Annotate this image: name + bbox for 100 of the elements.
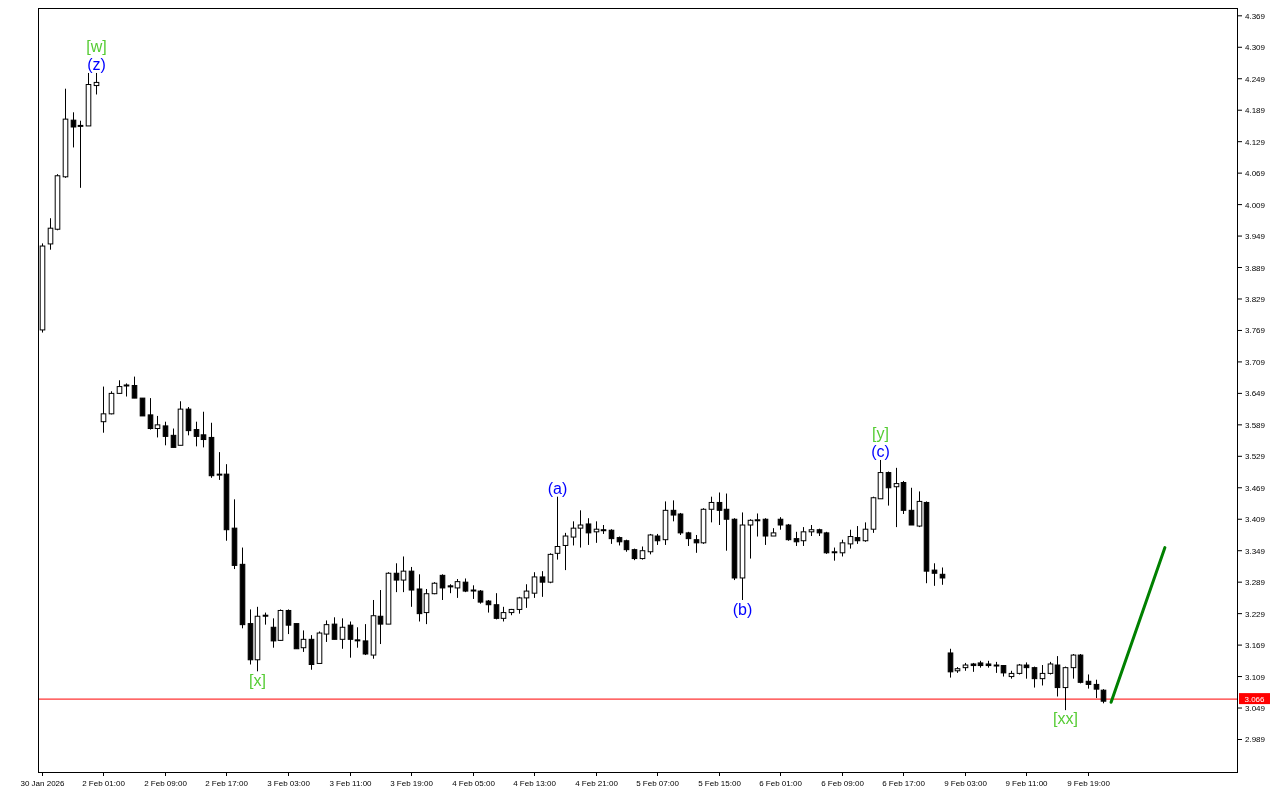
candlestick	[93, 72, 100, 95]
y-tick-label: 2.989	[1244, 735, 1266, 745]
y-tick-label: 4.249	[1244, 74, 1266, 84]
y-tick-label: 3.349	[1244, 546, 1266, 556]
x-tick-label: 5 Feb 15:00	[698, 779, 742, 788]
y-tick-label: 3.529	[1244, 452, 1266, 462]
candlestick	[339, 617, 346, 650]
candlestick	[154, 415, 161, 438]
candlestick	[585, 517, 592, 546]
candlestick	[47, 217, 54, 251]
candlestick	[947, 648, 954, 679]
candlestick	[931, 562, 938, 587]
ref-line-label: 3.066	[1244, 695, 1266, 705]
y-tick-label: 3.229	[1244, 609, 1266, 619]
candlestick	[393, 562, 400, 593]
candlestick	[162, 421, 169, 446]
candlestick	[454, 578, 461, 599]
candlestick	[354, 626, 361, 649]
candlestick	[754, 512, 761, 538]
x-tick-label: 3 Feb 03:00	[267, 779, 311, 788]
candlestick	[908, 487, 915, 526]
x-tick-label: 6 Feb 09:00	[821, 779, 865, 788]
annotation: [y]	[872, 424, 889, 442]
candlestick	[77, 120, 84, 189]
candlestick	[570, 520, 577, 546]
candlestick	[185, 406, 192, 436]
x-tick-label: 4 Feb 13:00	[513, 779, 557, 788]
candlestick	[216, 451, 223, 481]
annotation: [xx]	[1053, 710, 1078, 728]
candlestick	[70, 111, 77, 148]
candlestick	[1070, 653, 1077, 680]
candlestick	[539, 570, 546, 598]
candlestick	[285, 608, 292, 635]
x-tick-label: 2 Feb 09:00	[144, 779, 188, 788]
y-tick-label: 3.649	[1244, 389, 1266, 399]
y-tick-label: 3.169	[1244, 641, 1266, 651]
y-tick-label: 3.589	[1244, 420, 1266, 430]
y-tick-label: 3.709	[1244, 357, 1266, 367]
candlestick	[1054, 655, 1061, 697]
candlestick	[670, 499, 677, 522]
annotation: (b)	[732, 601, 753, 618]
y-tick-label: 3.949	[1244, 232, 1266, 242]
candlestick	[554, 496, 561, 561]
x-tick-label: 4 Feb 21:00	[575, 779, 619, 788]
y-tick-label: 4.309	[1244, 43, 1266, 53]
candlestick	[270, 617, 277, 649]
y-tick-label: 4.189	[1244, 106, 1266, 116]
annotation: (a)	[547, 479, 568, 497]
candlestick	[708, 496, 715, 523]
x-tick-label: 2 Feb 17:00	[205, 779, 249, 788]
candlestick	[523, 583, 530, 609]
candlestick	[762, 517, 769, 546]
candlestick	[147, 397, 154, 431]
candlestick	[362, 623, 369, 656]
candlestick	[377, 589, 384, 645]
x-tick-label: 9 Feb 03:00	[944, 779, 988, 788]
y-tick-label: 3.889	[1244, 263, 1266, 273]
candlestick	[423, 588, 430, 625]
x-tick-label: 2 Feb 01:00	[82, 779, 126, 788]
y-tick-label: 4.129	[1244, 137, 1266, 147]
x-tick-label: 4 Feb 05:00	[452, 779, 496, 788]
x-tick-label: 6 Feb 01:00	[759, 779, 803, 788]
y-tick-label: 3.769	[1244, 326, 1266, 336]
y-tick-label: 3.409	[1244, 515, 1266, 525]
y-tick-label: 3.829	[1244, 294, 1266, 304]
candlestick	[1093, 679, 1100, 699]
x-tick-label: 9 Feb 19:00	[1067, 779, 1111, 788]
y-tick-label: 3.289	[1244, 578, 1266, 588]
x-tick-label: 6 Feb 17:00	[882, 779, 926, 788]
candlestick	[193, 421, 200, 447]
candlestick	[170, 428, 177, 448]
candlestick	[200, 411, 207, 448]
x-tick-label: 3 Feb 11:00	[329, 779, 373, 788]
candlestick	[131, 376, 138, 399]
candlestick	[577, 509, 584, 549]
candlestick	[493, 592, 500, 620]
candlestick	[893, 467, 900, 528]
annotation: [x]	[249, 672, 266, 690]
y-tick-label: 3.049	[1244, 704, 1266, 714]
candlestick	[723, 493, 730, 552]
y-tick-label: 4.369	[1244, 11, 1266, 21]
candlestick	[562, 532, 569, 571]
y-tick-label: 4.009	[1244, 200, 1266, 210]
candlestick	[408, 566, 415, 608]
candlestick	[400, 555, 407, 593]
candlestick	[747, 518, 754, 560]
candlestick	[531, 571, 538, 599]
candlestick	[323, 619, 330, 643]
x-tick-label: 30 Jan 2026	[20, 779, 66, 788]
annotation: [w]	[86, 37, 107, 55]
annotation: (z)	[87, 55, 106, 73]
y-tick-label: 3.469	[1244, 483, 1266, 493]
x-tick-label: 3 Feb 19:00	[390, 779, 434, 788]
candlestick	[1062, 666, 1069, 711]
candlestick	[439, 573, 446, 601]
candlestick	[800, 526, 807, 547]
candlestick	[847, 529, 854, 550]
candlestick	[100, 386, 107, 434]
y-tick-label: 4.069	[1244, 169, 1266, 179]
x-tick-label: 5 Feb 07:00	[636, 779, 680, 788]
